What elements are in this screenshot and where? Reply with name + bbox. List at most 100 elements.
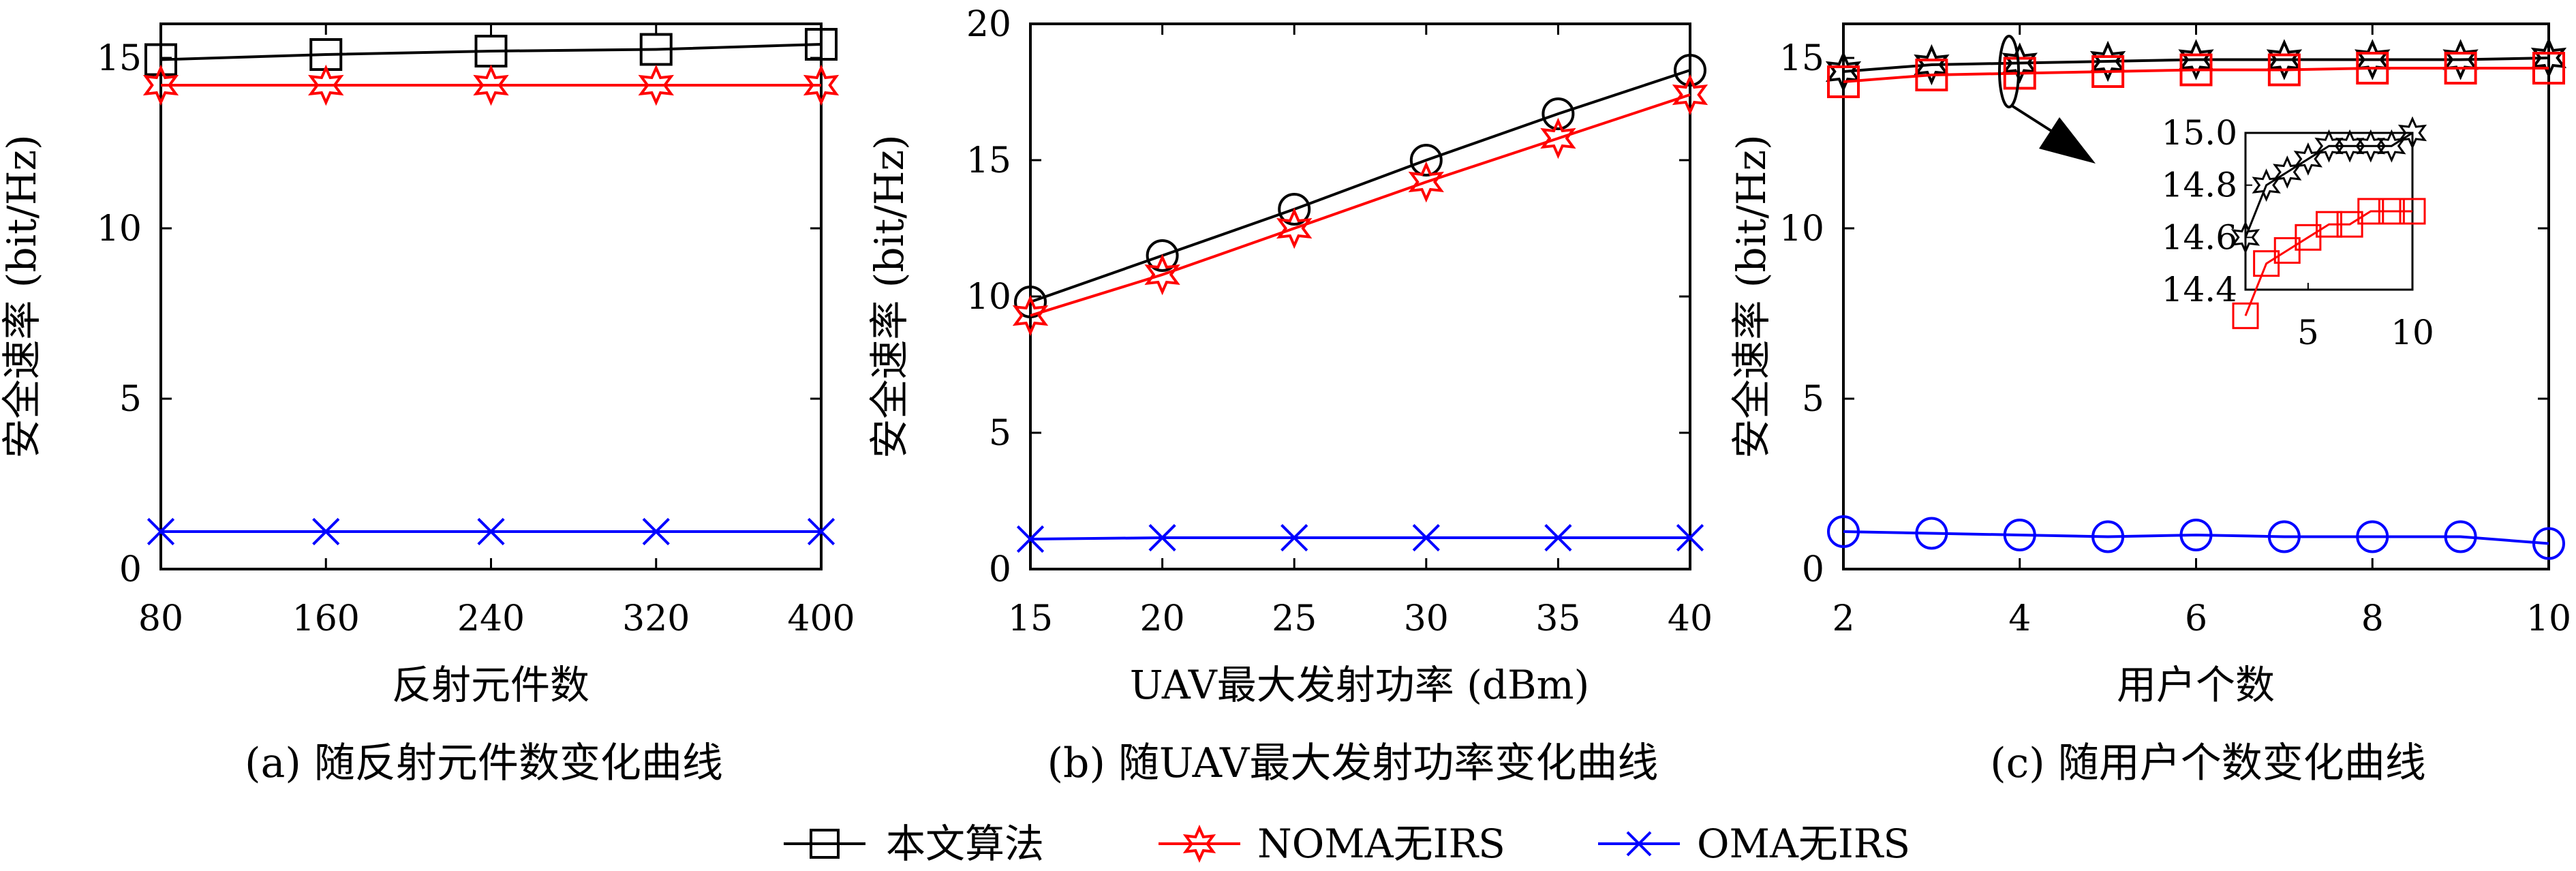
- series-line: [1843, 67, 2549, 83]
- inset-series-line: [2244, 210, 2412, 316]
- x-tick-label: 80: [138, 598, 183, 639]
- data-point: [2267, 53, 2301, 87]
- zoom-ellipse: [1998, 35, 2020, 108]
- data-point: [1540, 117, 1576, 159]
- legend-label-1: NOMA无IRS: [1257, 821, 1505, 867]
- data-point: [1276, 207, 1313, 249]
- legend-label-2: OMA无IRS: [1697, 821, 1910, 867]
- x-tick-label: 15: [1008, 598, 1053, 639]
- series-line: [1843, 530, 2549, 545]
- data-point: [642, 517, 670, 546]
- inset-data-point: [2357, 198, 2385, 225]
- data-point: [1915, 517, 1948, 550]
- data-point: [473, 64, 509, 106]
- chart-panel-1: 15 20 25 30 35 40 0 5 10 15 20 UAV最大发射功率 (dBm) 安全速率 …: [866, 4, 1713, 708]
- data-point: [2532, 527, 2565, 560]
- inset-data-point: [2399, 198, 2426, 225]
- series-2: [1016, 523, 1704, 553]
- x-axis-label: UAV最大发射功率 (dBm): [1130, 662, 1589, 708]
- inset-series-1: [2232, 198, 2426, 329]
- series-2: [1827, 515, 2565, 560]
- data-point: [2444, 520, 2477, 553]
- y-axis-label: 安全速率 (bit/Hz): [1728, 134, 1775, 458]
- data-point: [2002, 42, 2038, 84]
- data-point: [1412, 523, 1440, 552]
- series-line: [1030, 93, 1691, 317]
- inset-zoom: 5 10 14.4 14.6 14.8 15.0: [1998, 35, 2434, 352]
- inset-data-point: [2230, 220, 2260, 254]
- series-line: [1843, 57, 2549, 73]
- inset-data-point: [2316, 211, 2342, 238]
- caption-a: (a) 随反射元件数变化曲线: [245, 739, 723, 787]
- data-point: [144, 43, 177, 76]
- data-point: [1278, 193, 1311, 226]
- data-point: [477, 517, 505, 546]
- data-point: [2179, 53, 2213, 87]
- legend-marker-2: [1626, 831, 1652, 857]
- data-point: [2091, 520, 2125, 553]
- y-tick-label: 20: [966, 4, 1011, 45]
- data-point: [2442, 39, 2479, 80]
- data-point: [2003, 57, 2036, 90]
- data-point: [805, 28, 838, 61]
- data-point: [147, 517, 175, 546]
- legend-marker-0: [810, 829, 840, 859]
- data-point: [1914, 44, 1950, 86]
- legend-marker-star: [1182, 825, 1216, 863]
- x-tick-label: 6: [2185, 598, 2207, 639]
- inset-series-0: [2230, 116, 2427, 254]
- y-tick-label: 0: [1802, 549, 1824, 590]
- y-tick-label: 0: [119, 549, 142, 590]
- data-point: [2091, 55, 2125, 88]
- data-point: [1014, 286, 1047, 318]
- series-0: [1825, 37, 2567, 93]
- data-point: [1148, 523, 1176, 552]
- inset-x-tick-label: 5: [2297, 313, 2319, 352]
- data-point: [1409, 144, 1443, 177]
- x-tick-label: 25: [1272, 598, 1317, 639]
- x-axis-label: 反射元件数: [392, 662, 589, 708]
- data-point: [2267, 520, 2301, 553]
- data-point: [308, 64, 344, 106]
- inset-y-tick-label: 14.4: [2162, 270, 2237, 309]
- x-axis-label: 用户个数: [2117, 662, 2275, 708]
- data-point: [2178, 39, 2214, 80]
- data-point: [1827, 65, 1860, 98]
- inset-y-tick-label: 14.8: [2162, 166, 2237, 205]
- x-tick-label: 160: [292, 598, 360, 639]
- data-point: [1146, 239, 1179, 272]
- legend-label-0: 本文算法: [886, 821, 1044, 867]
- y-tick-label: 10: [1779, 209, 1824, 249]
- data-point: [2003, 519, 2036, 551]
- caption-c: (c) 随用户个数变化曲线: [1990, 739, 2426, 787]
- x-tick-label: 35: [1535, 598, 1580, 639]
- y-tick-label: 5: [989, 413, 1011, 454]
- data-point: [2355, 39, 2391, 80]
- legend-marker-1: [1182, 825, 1216, 863]
- series-1: [1827, 52, 2565, 98]
- data-point: [807, 517, 835, 546]
- data-point: [639, 33, 673, 66]
- y-tick-label: 10: [97, 209, 142, 249]
- data-point: [1544, 523, 1572, 552]
- x-tick-label: 30: [1404, 598, 1449, 639]
- series-1: [1012, 74, 1708, 337]
- data-point: [1144, 254, 1180, 296]
- legend: 本文算法 NOMA无IRS OMA无IRS: [784, 821, 1910, 867]
- series-0: [1014, 54, 1706, 318]
- data-point: [1915, 59, 1948, 91]
- inset-y-tick-label: 14.6: [2162, 217, 2237, 257]
- data-point: [1674, 54, 1706, 87]
- data-point: [2356, 520, 2389, 553]
- series-2: [147, 517, 835, 546]
- series-line: [160, 43, 822, 61]
- data-point: [1672, 74, 1708, 116]
- y-tick-label: 10: [966, 277, 1011, 318]
- series-line: [1030, 69, 1691, 303]
- x-tick-label: 2: [1832, 598, 1854, 639]
- x-tick-label: 4: [2008, 598, 2031, 639]
- data-point: [803, 64, 840, 106]
- data-point: [1012, 294, 1049, 337]
